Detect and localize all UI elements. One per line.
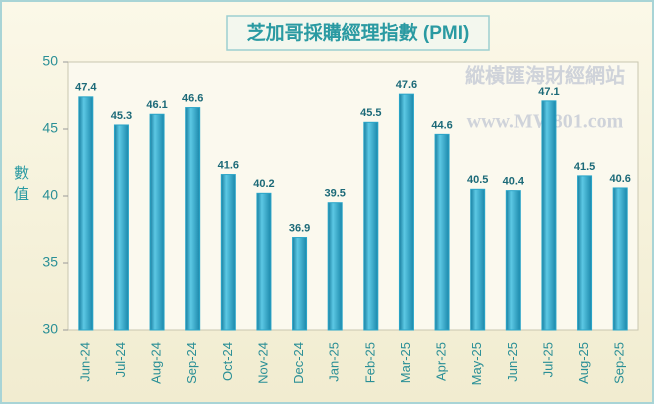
y-tick-label: 45: [42, 120, 58, 136]
data-label: 40.4: [503, 176, 525, 188]
data-label: 46.1: [146, 99, 167, 111]
bar: [577, 175, 593, 331]
data-label: 41.6: [218, 159, 239, 171]
data-label: 47.6: [396, 79, 417, 91]
x-tick-label: Oct-24: [220, 342, 235, 381]
bar: [149, 113, 165, 331]
x-tick-label: Jan-25: [327, 342, 342, 382]
x-tick-label: Sep-24: [184, 342, 199, 384]
bar: [470, 188, 486, 331]
y-tick-label: 50: [42, 53, 58, 69]
bar: [113, 124, 129, 331]
x-tick-label: Feb-25: [362, 342, 377, 383]
x-tick-label: Jun-24: [77, 342, 92, 382]
bar: [505, 190, 521, 331]
bar: [434, 133, 450, 331]
data-label: 47.4: [75, 82, 97, 94]
title-box: [226, 15, 490, 51]
bar: [185, 107, 201, 331]
bar: [327, 202, 343, 331]
x-tick-label: Nov-24: [255, 342, 270, 384]
x-tick-label: Aug-24: [149, 342, 164, 384]
bar: [292, 237, 308, 331]
data-label: 36.9: [289, 222, 310, 234]
x-tick-label: Jun-25: [505, 342, 520, 382]
bar: [256, 192, 272, 331]
data-label: 45.5: [360, 107, 381, 119]
watermark: 縱橫匯海財經網站: [465, 63, 625, 87]
data-label: 47.1: [538, 86, 559, 98]
y-axis-label: 數值: [12, 165, 29, 207]
data-label: 39.5: [324, 188, 345, 200]
data-label: 46.6: [182, 92, 203, 104]
y-tick-label: 40: [42, 187, 58, 203]
x-tick-label: Dec-24: [291, 342, 306, 384]
chart-title: 芝加哥採購經理指數 (PMI): [247, 21, 470, 44]
bar: [363, 121, 379, 331]
x-tick-label: May-25: [469, 342, 484, 385]
bar: [398, 93, 414, 331]
bar: [612, 187, 628, 331]
x-tick-label: Mar-25: [398, 342, 413, 383]
y-tick-label: 35: [42, 254, 58, 270]
x-tick-label: Sep-25: [612, 342, 627, 384]
data-label: 44.6: [431, 119, 452, 131]
x-tick-label: Jul-25: [540, 342, 555, 377]
y-tick-label: 30: [42, 321, 58, 337]
data-label: 40.2: [253, 178, 274, 190]
x-tick-label: Aug-25: [576, 342, 591, 384]
data-label: 40.5: [467, 174, 488, 186]
x-tick-label: Jul-24: [113, 342, 128, 377]
x-tick-label: Apr-25: [434, 342, 449, 381]
data-label: 40.6: [609, 173, 630, 185]
data-label: 41.5: [574, 161, 595, 173]
bar: [541, 100, 557, 331]
bar: [78, 96, 94, 331]
bar: [220, 174, 236, 331]
data-label: 45.3: [111, 110, 132, 122]
